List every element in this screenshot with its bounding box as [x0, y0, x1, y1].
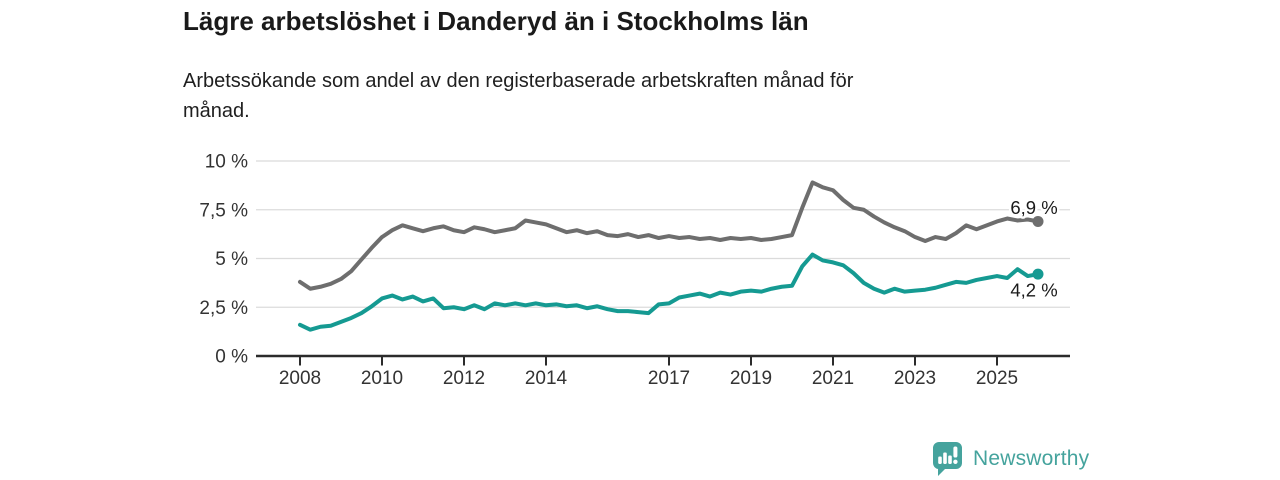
- y-tick-label: 5 %: [215, 249, 248, 270]
- x-tick-label: 2025: [976, 368, 1018, 389]
- x-tick-label: 2019: [730, 368, 772, 389]
- newsworthy-logo: Newsworthy: [932, 441, 1089, 476]
- x-tick-label: 2023: [894, 368, 936, 389]
- newsworthy-wordmark: Newsworthy: [973, 446, 1090, 470]
- newsworthy-icon: [933, 442, 962, 476]
- x-tick-label: 2017: [648, 368, 690, 389]
- end-dot-danderyd: [1032, 268, 1044, 280]
- chart-title: Lägre arbetslöshet i Danderyd än i Stock…: [183, 6, 809, 36]
- end-value-label-stockholms-lan: 6,9 %: [1010, 197, 1057, 218]
- y-tick-label: 7,5 %: [199, 200, 248, 221]
- end-dot-stockholms-lan: [1032, 215, 1044, 227]
- end-value-label-danderyd: 4,2 %: [1010, 280, 1057, 301]
- y-tick-label: 0 %: [215, 347, 248, 368]
- series-line-stockholms-lan: [298, 180, 1040, 291]
- x-tick-label: 2012: [443, 368, 485, 389]
- x-tick-label: 2008: [279, 368, 321, 389]
- y-tick-label: 10 %: [205, 152, 248, 173]
- chart-subtitle: Arbetssökande som andel av den registerb…: [183, 70, 854, 122]
- x-tick-label: 2014: [525, 368, 568, 389]
- y-tick-label: 2,5 %: [199, 298, 248, 319]
- series-line-danderyd: [298, 252, 1040, 332]
- x-tick-label: 2021: [812, 368, 854, 389]
- x-tick-label: 2010: [361, 368, 403, 389]
